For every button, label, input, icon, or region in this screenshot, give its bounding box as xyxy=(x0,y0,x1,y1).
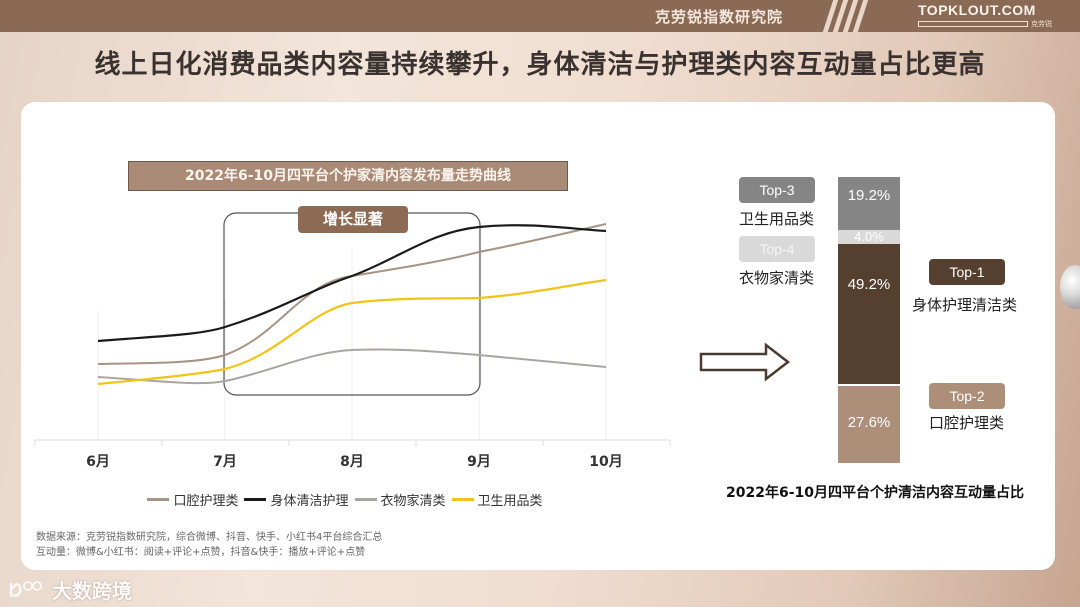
segment-value: 19.2% xyxy=(847,187,891,204)
rank-tag-top3: Top-3 xyxy=(739,177,815,203)
vertical-gridlines xyxy=(97,220,607,440)
data-source-note: 数据来源：克劳锐指数研究院，综合微博、抖音、快手、小红书4平台综合汇总 互动量：… xyxy=(36,530,382,560)
x-label-jun: 6月 xyxy=(86,454,110,470)
rank-label-top2: 口腔护理类 xyxy=(929,414,1005,432)
segment-value: 49.2% xyxy=(847,276,891,293)
watermark-logo-icon xyxy=(9,580,42,597)
legend-item-sanitary: 卫生用品类 xyxy=(451,490,543,509)
legend-label: 卫生用品类 xyxy=(477,494,543,509)
chart-legend: 口腔护理类 身体清洁护理 衣物家清类 卫生用品类 xyxy=(0,490,690,509)
highlight-badge: 增长显著 xyxy=(298,206,408,233)
segment-top1: 49.2% xyxy=(838,244,900,384)
brand-name: TOPKLOUT.COM xyxy=(918,2,1036,18)
line-chart xyxy=(34,212,671,446)
series-body xyxy=(97,224,607,343)
legend-label: 衣物家清类 xyxy=(380,494,446,509)
x-axis xyxy=(34,439,671,446)
legend-swatch-body xyxy=(244,498,267,501)
institute-name: 克劳锐指数研究院 xyxy=(655,8,784,26)
brand-tagline-bar xyxy=(918,21,1028,27)
segment-value: 27.6% xyxy=(847,414,891,431)
x-label-sep: 9月 xyxy=(467,454,491,470)
legend-swatch-oral xyxy=(147,498,170,501)
series-laundry xyxy=(97,348,607,385)
series-sanitary xyxy=(97,278,607,386)
pearl-decoration xyxy=(1060,265,1080,309)
legend-swatch-sanitary xyxy=(451,498,474,501)
segment-top4: 4.0% xyxy=(838,229,900,244)
legend-swatch-laundry xyxy=(354,498,377,501)
watermark-text: 大数跨境 xyxy=(52,579,132,603)
share-stacked-bar: 19.2% 4.0% 49.2% 27.6% xyxy=(838,177,900,463)
legend-item-oral: 口腔护理类 xyxy=(147,490,238,509)
rank-tag-top1: Top-1 xyxy=(929,259,1005,285)
watermark: 大数跨境 xyxy=(8,575,132,604)
legend-item-body: 身体清洁护理 xyxy=(244,490,349,509)
segment-top3: 19.2% xyxy=(838,177,900,230)
brand-logo: TOPKLOUT.COM 克劳锐 xyxy=(918,2,1058,29)
right-arrow-icon xyxy=(699,342,791,382)
segment-top2: 27.6% xyxy=(838,384,900,463)
brand-sub: 克劳锐 xyxy=(1031,20,1052,28)
rank-label-top1: 身体护理清洁类 xyxy=(912,296,1018,314)
segment-value: 4.0% xyxy=(854,229,884,244)
decorative-stripes xyxy=(822,0,872,32)
legend-item-laundry: 衣物家清类 xyxy=(354,490,446,509)
rank-label-top4: 衣物家清类 xyxy=(739,269,815,287)
page-title: 线上日化消费品类内容量持续攀升，身体清洁与护理类内容互动量占比更高 xyxy=(94,50,986,80)
source-line-1: 数据来源：克劳锐指数研究院，综合微博、抖音、快手、小红书4平台综合汇总 xyxy=(36,532,383,543)
x-label-aug: 8月 xyxy=(340,454,364,470)
line-chart-title: 2022年6-10月四平台个护家清内容发布量走势曲线 xyxy=(128,161,568,191)
top-bar: 克劳锐指数研究院 TOPKLOUT.COM 克劳锐 xyxy=(0,0,1080,32)
rank-tag-top4: Top-4 xyxy=(739,236,815,262)
x-label-oct: 10月 xyxy=(589,454,623,470)
legend-label: 身体清洁护理 xyxy=(270,494,349,509)
legend-label: 口腔护理类 xyxy=(173,494,239,509)
share-chart-title: 2022年6-10月四平台个护清洁内容互动量占比 xyxy=(726,485,1024,501)
source-line-2: 互动量：微博&小红书：阅读+评论+点赞，抖音&快手：播放+评论+点赞 xyxy=(36,547,366,558)
rank-label-top3: 卫生用品类 xyxy=(739,210,815,228)
x-label-jul: 7月 xyxy=(213,454,237,470)
rank-tag-top2: Top-2 xyxy=(929,383,1005,409)
